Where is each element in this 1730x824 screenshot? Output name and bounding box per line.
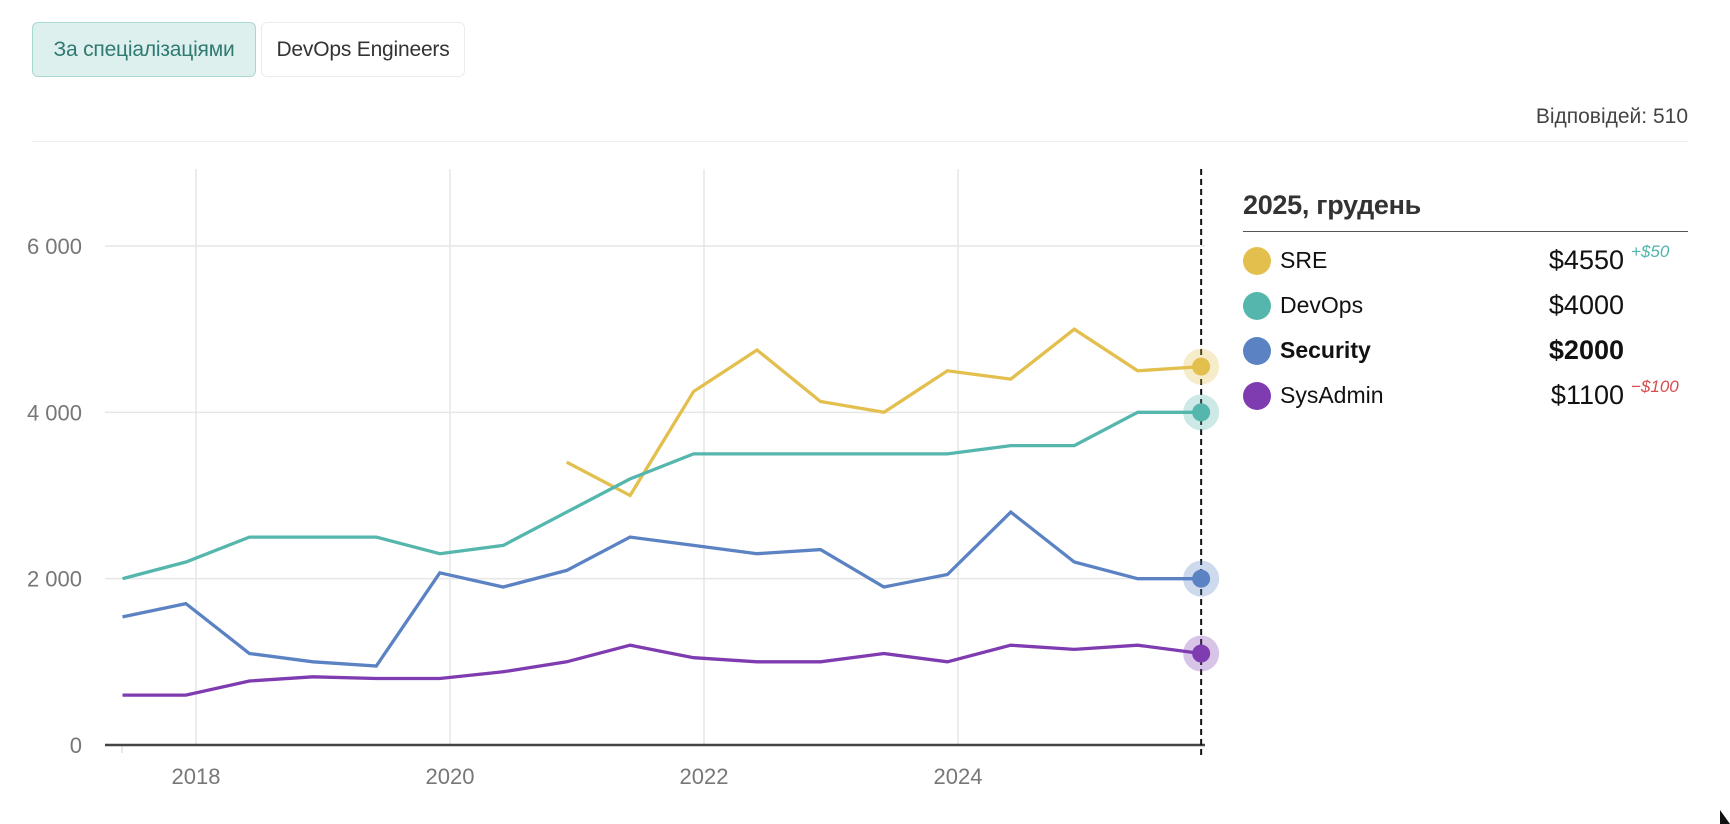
x-axis: 2018 2020 2022 2024: [105, 743, 1205, 789]
series-value: $2000: [1548, 335, 1624, 365]
series-value: $4000: [1548, 290, 1624, 320]
tooltip-row-sysadmin: SysAdmin $1100 −$100: [1243, 373, 1688, 418]
hover-point-security[interactable]: [1192, 569, 1211, 588]
tooltip-row-security: Security $2000: [1243, 328, 1688, 373]
y-tick-label: 0: [70, 733, 82, 758]
tooltip-title: 2025, грудень: [1243, 190, 1688, 232]
y-tick-label: 6 000: [27, 234, 82, 259]
tooltip-panel: 2025, грудень SRE $4550 +$50 DevOps $4000 Sec…: [1243, 190, 1688, 418]
y-tick-label: 4 000: [27, 400, 82, 425]
x-tick-label: 2018: [172, 764, 221, 789]
tooltip-row-devops: DevOps $4000: [1243, 283, 1688, 328]
series-name: DevOps: [1280, 292, 1364, 318]
legend-dot-icon: [1243, 291, 1271, 320]
hover-markers: [1183, 169, 1220, 755]
series-line-devops[interactable]: [122, 410, 1202, 581]
legend-dot-icon: [1243, 336, 1271, 365]
series-name: SRE: [1280, 247, 1328, 273]
y-axis: 0 2 000 4 000 6 000: [27, 234, 82, 758]
x-tick-label: 2024: [934, 764, 983, 789]
series-line-security[interactable]: [122, 509, 1202, 668]
series-line-sysadmin[interactable]: [122, 643, 1202, 697]
legend-dot-icon: [1243, 381, 1271, 410]
tab-by-specialization[interactable]: За спеціалізаціями: [32, 22, 256, 77]
series-delta: +$50: [1631, 242, 1670, 261]
series-line-sre[interactable]: [565, 327, 1202, 498]
hover-point-devops[interactable]: [1192, 403, 1211, 422]
hover-point-sysadmin[interactable]: [1192, 644, 1211, 663]
series-value: $1100: [1550, 380, 1624, 410]
tooltip-row-sre: SRE $4550 +$50: [1243, 238, 1688, 283]
series-name: SysAdmin: [1280, 382, 1384, 408]
mouse-cursor-icon: [1720, 810, 1730, 824]
x-tick-label: 2020: [426, 764, 475, 789]
tab-devops-engineers[interactable]: DevOps Engineers: [261, 22, 465, 77]
header-divider: [32, 141, 1688, 142]
hover-point-sre[interactable]: [1192, 357, 1211, 376]
y-tick-label: 2 000: [27, 567, 82, 592]
series-name: Security: [1280, 337, 1371, 363]
responses-count: Відповідей: 510: [1535, 105, 1688, 128]
series-delta: −$100: [1631, 377, 1679, 396]
legend-dot-icon: [1243, 246, 1271, 275]
series-value: $4550: [1548, 245, 1624, 275]
series-lines: [122, 327, 1202, 697]
grid: [105, 169, 1205, 745]
x-tick-label: 2022: [680, 764, 729, 789]
